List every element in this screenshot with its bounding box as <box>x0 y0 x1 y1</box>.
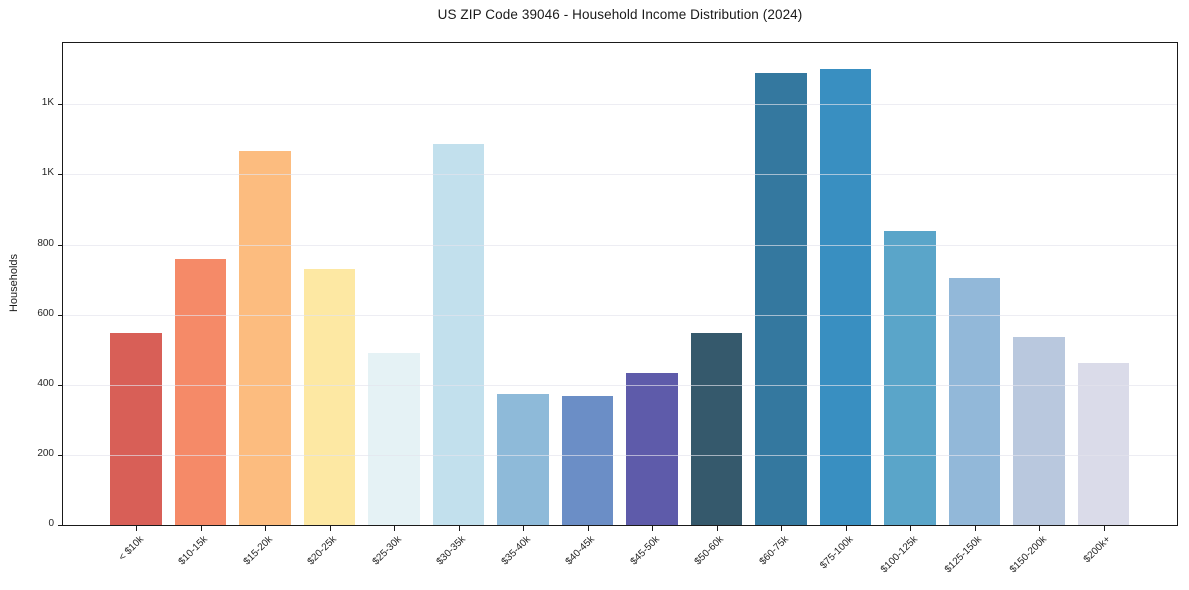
x-tick-mark <box>716 526 718 531</box>
x-tick-label: $35-40k <box>499 534 533 568</box>
x-tick-label: $40-45k <box>563 534 598 568</box>
bar-3035k <box>432 143 485 525</box>
x-tick-mark <box>652 526 653 531</box>
x-tick-mark <box>587 526 589 531</box>
y-tick-label: 1K <box>41 167 54 179</box>
bar-1015k <box>174 259 227 525</box>
x-tick-mark <box>523 526 524 531</box>
y-tick-mark <box>58 454 62 456</box>
x-tick-mark <box>974 526 976 531</box>
x-tick-mark <box>458 526 460 531</box>
bar-1520k <box>239 150 291 525</box>
bar-6075k <box>755 72 807 525</box>
y-tick-mark <box>58 384 62 386</box>
x-tick-mark <box>845 526 847 531</box>
bar-75100k <box>819 69 872 525</box>
y-tick-mark <box>58 104 62 106</box>
bar-2025k <box>303 269 356 525</box>
y-tick-mark <box>58 244 62 246</box>
bar-10k <box>110 332 162 525</box>
x-tick-label: $25-30k <box>370 534 404 568</box>
x-tick-mark <box>329 526 331 531</box>
gridline <box>63 174 1177 176</box>
y-tick-label: 0 <box>48 518 54 529</box>
gridline <box>63 104 1177 106</box>
x-tick-label: < $10k <box>116 534 146 564</box>
x-tick-mark <box>1103 526 1105 531</box>
gridline <box>63 314 1177 316</box>
x-tick-mark <box>136 526 137 531</box>
bar-4045k <box>561 396 614 525</box>
bar-4550k <box>626 372 678 525</box>
x-tick-label: $30-35k <box>434 534 469 568</box>
gridline <box>63 244 1177 246</box>
x-tick-label: $50-60k <box>692 534 727 568</box>
x-tick-mark <box>200 526 202 531</box>
x-tick-label: $125-150k <box>943 534 985 576</box>
x-tick-mark <box>394 526 395 531</box>
x-tick-label: $75-100k <box>818 534 856 572</box>
y-tick-label: 200 <box>37 447 54 459</box>
bar-200k+ <box>1077 362 1130 525</box>
x-tick-label: $10-15k <box>176 534 211 568</box>
y-tick-label: 1K <box>41 97 54 109</box>
y-tick-label: 400 <box>37 377 54 389</box>
chart-title: US ZIP Code 39046 - Household Income Dis… <box>437 7 803 22</box>
bar-5060k <box>690 332 743 525</box>
x-tick-mark <box>265 526 266 531</box>
x-tick-label: $45-50k <box>628 534 662 568</box>
x-tick-label: $200k+ <box>1082 534 1114 566</box>
x-tick-label: $15-20k <box>241 534 275 568</box>
plot-area <box>62 42 1178 526</box>
x-tick-label: $150-200k <box>1007 534 1049 576</box>
bar-150200k <box>1013 337 1065 525</box>
y-tick-label: 600 <box>37 307 54 319</box>
x-tick-mark <box>1039 526 1040 531</box>
x-tick-label: $60-75k <box>757 534 791 568</box>
gridline <box>63 454 1177 456</box>
y-tick-mark <box>58 525 62 526</box>
gridline <box>63 384 1177 386</box>
bar-125150k <box>948 277 1001 525</box>
y-tick-mark <box>58 174 62 176</box>
x-tick-mark <box>910 526 911 531</box>
y-tick-label: 800 <box>37 237 54 249</box>
bar-2530k <box>368 353 420 525</box>
x-tick-label: $100-125k <box>878 534 920 576</box>
y-tick-mark <box>58 314 62 316</box>
x-tick-mark <box>781 526 782 531</box>
x-tick-label: $20-25k <box>305 534 340 568</box>
bar-100125k <box>884 230 936 525</box>
bar-3540k <box>497 393 549 525</box>
